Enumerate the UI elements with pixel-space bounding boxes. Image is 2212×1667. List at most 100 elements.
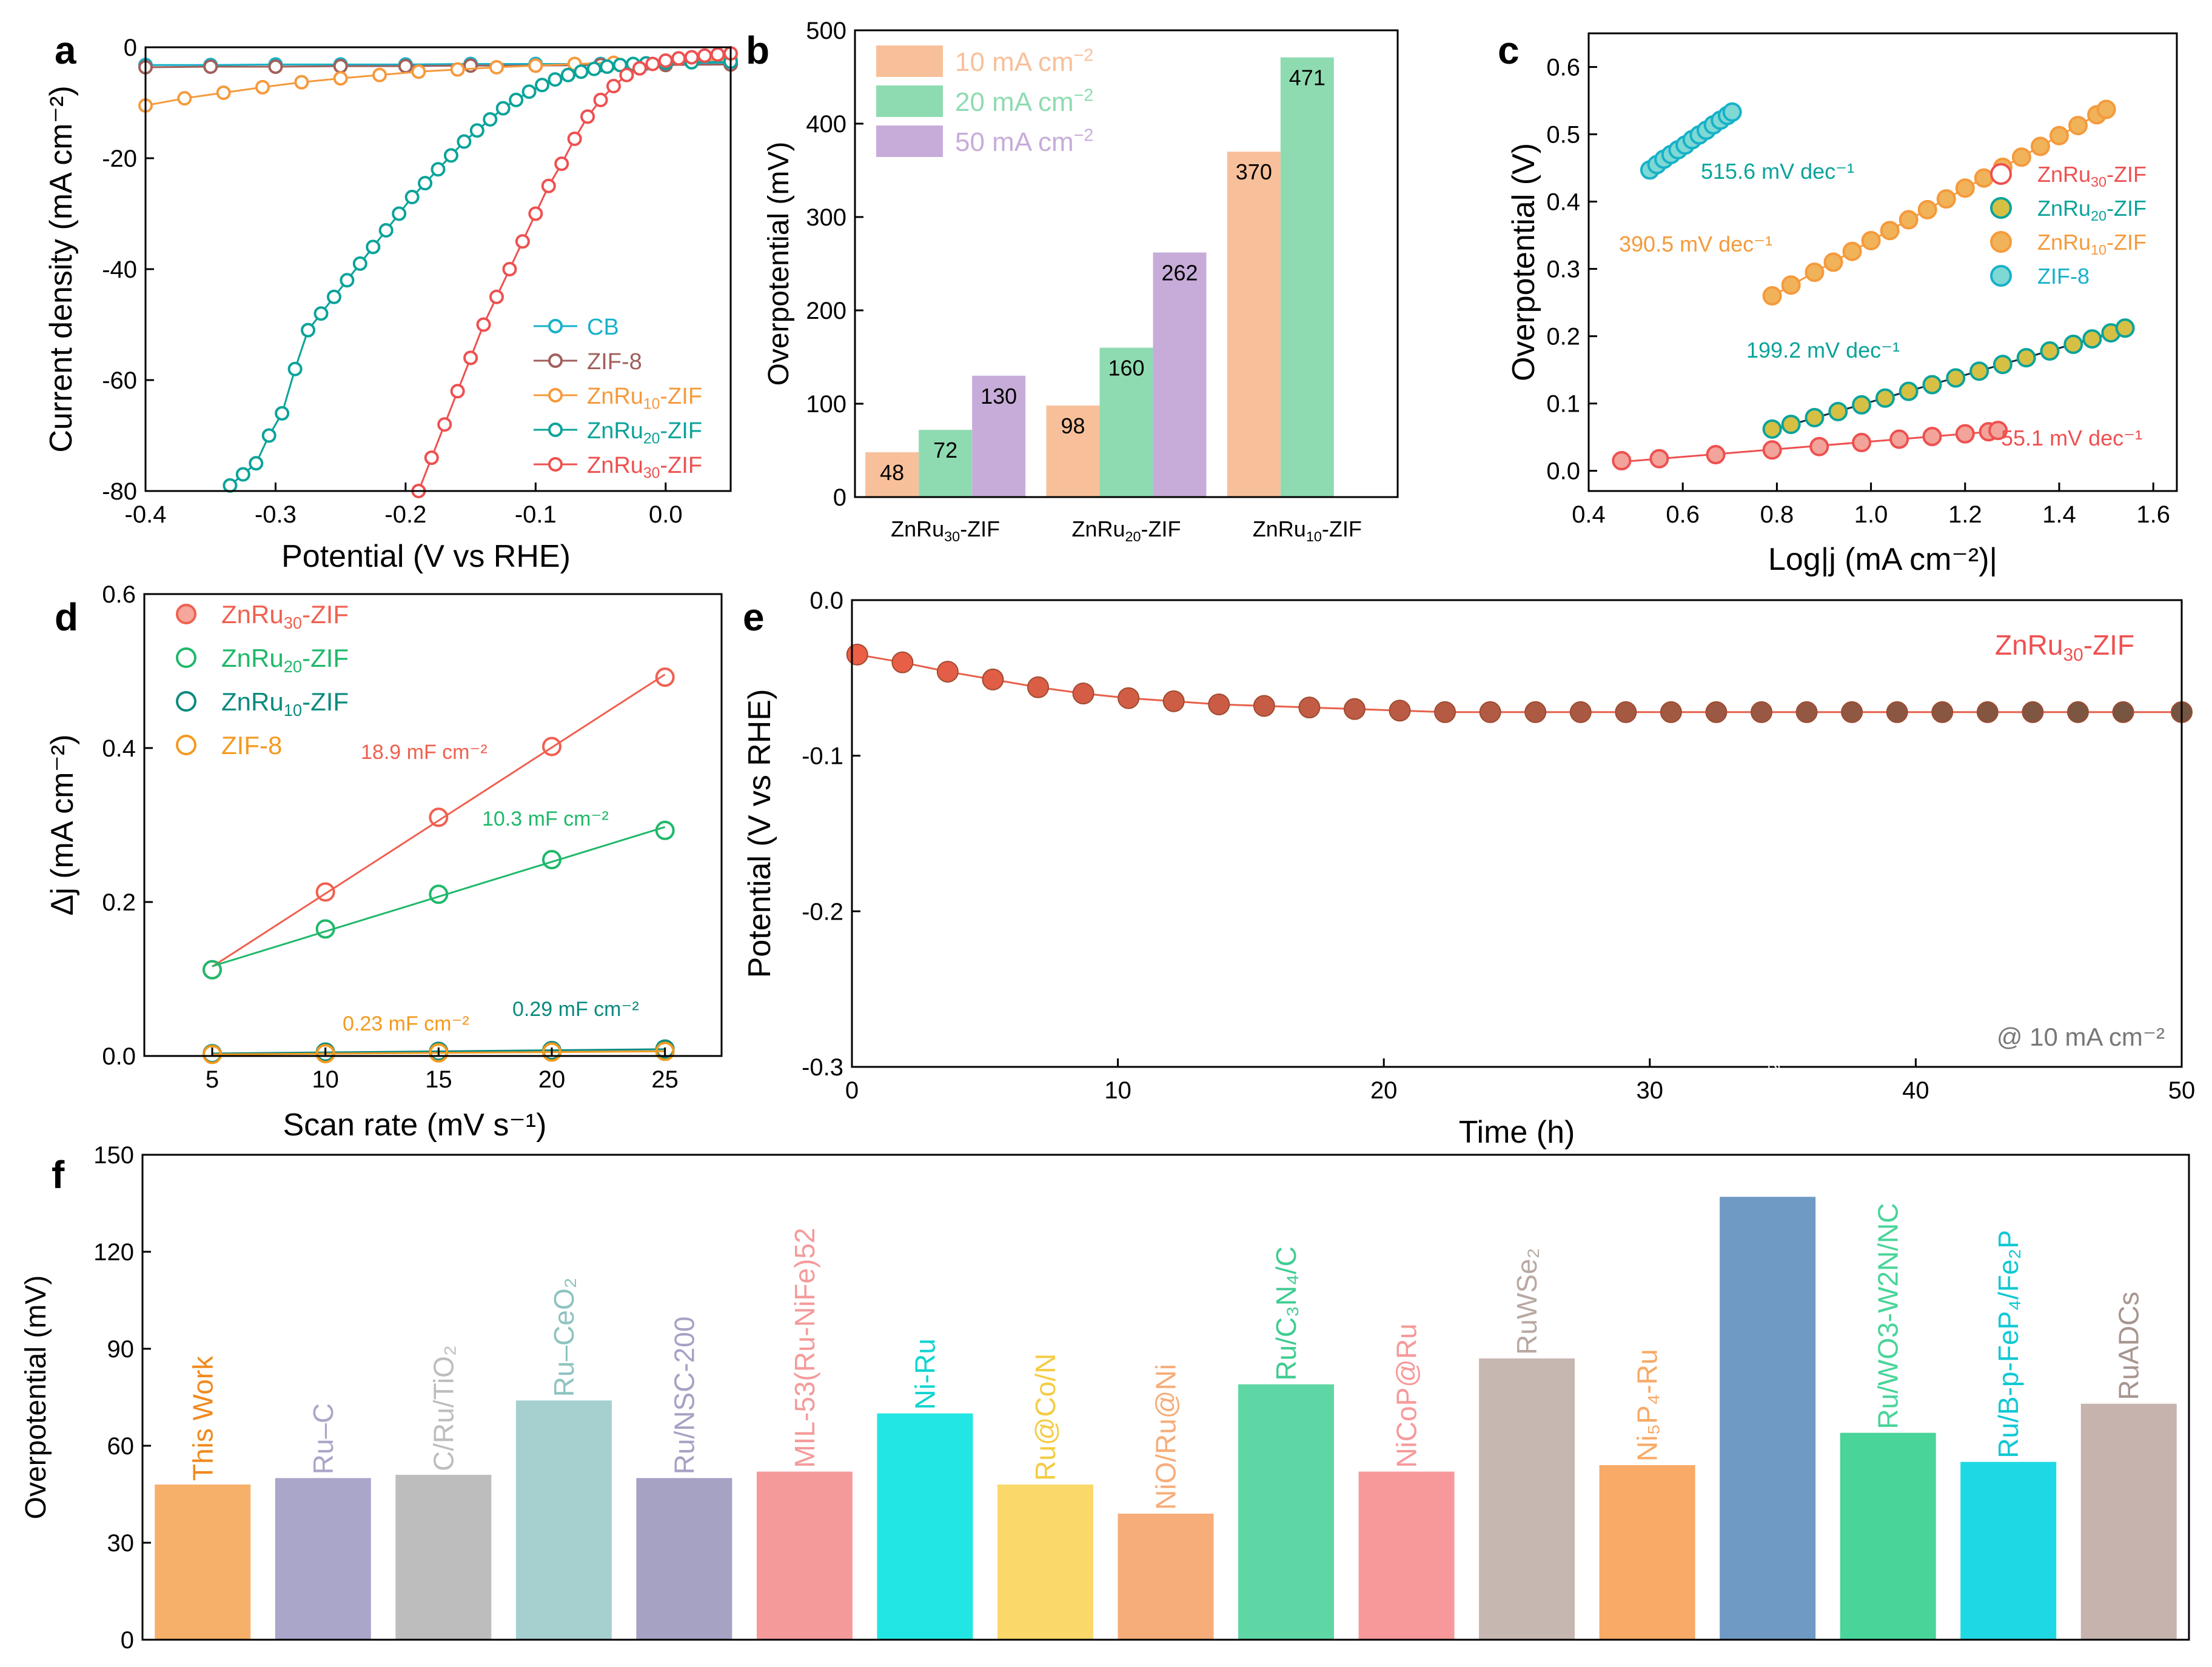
label-main: ZnRu bbox=[2037, 162, 2091, 187]
bar-value-label: 471 bbox=[1289, 65, 1326, 90]
y-tick-label: 200 bbox=[806, 298, 846, 324]
x-tick-label: ZnRu10-ZIF bbox=[1253, 516, 1362, 544]
data-point bbox=[655, 820, 675, 840]
bar bbox=[1358, 1471, 1455, 1640]
x-axis-title: Time (h) bbox=[1459, 1115, 1575, 1150]
bar-label: Ru@RuO₂ bbox=[1752, 1061, 1783, 1193]
data-point bbox=[1722, 102, 1742, 122]
bar-label: C/Ru/TiO₂ bbox=[427, 1345, 459, 1471]
x-axis-title: Scan rate (mV s⁻¹) bbox=[283, 1107, 547, 1143]
x-tick-label: 50 bbox=[2168, 1077, 2196, 1104]
data-point bbox=[632, 61, 647, 76]
data-point bbox=[1762, 419, 1782, 439]
bar-label: Ru–C bbox=[307, 1403, 339, 1475]
data-point bbox=[203, 960, 222, 980]
label-sup: −2 bbox=[1074, 85, 1094, 105]
y-tick-label: 0 bbox=[833, 484, 846, 511]
bar bbox=[1046, 406, 1100, 497]
legend-label: ZnRu20-ZIF bbox=[587, 418, 702, 447]
series-zr30 bbox=[411, 46, 738, 498]
bar bbox=[275, 1478, 371, 1640]
legend-label: ZnRu10-ZIF bbox=[2037, 230, 2147, 258]
data-point bbox=[223, 478, 238, 493]
label-sub: 30 bbox=[643, 465, 660, 481]
data-point bbox=[333, 59, 348, 74]
y-tick-label: -0.2 bbox=[802, 898, 843, 925]
legend-label: 10 mA cm−2 bbox=[955, 45, 1093, 77]
y-tick-label: 0.0 bbox=[102, 1043, 136, 1070]
data-point bbox=[1969, 361, 1989, 381]
data-point bbox=[1781, 275, 1801, 295]
data-point bbox=[450, 384, 465, 399]
y-tick-label: 0.4 bbox=[102, 735, 136, 762]
data-point bbox=[216, 85, 231, 101]
bar-label: Ru/WO3-W2N/NC bbox=[1872, 1203, 1904, 1429]
y-tick-label: 0.6 bbox=[102, 581, 136, 608]
data-point bbox=[1823, 252, 1843, 272]
data-point bbox=[1208, 693, 1230, 715]
data-point bbox=[535, 78, 550, 93]
data-point bbox=[177, 91, 192, 106]
y-tick-label: 0.1 bbox=[1546, 391, 1580, 418]
bar-label: Ru/NSC-200 bbox=[668, 1317, 700, 1475]
data-point bbox=[268, 59, 283, 75]
bar bbox=[1227, 152, 1281, 497]
data-point bbox=[429, 807, 449, 827]
x-tick-label: 1.2 bbox=[1948, 501, 1982, 528]
data-point bbox=[443, 148, 458, 163]
data-point bbox=[469, 123, 484, 138]
data-point bbox=[1162, 690, 1185, 712]
panel-letter: a bbox=[55, 28, 76, 72]
data-point bbox=[489, 289, 504, 304]
bar bbox=[1960, 1462, 2057, 1640]
x-tick-label: 20 bbox=[1370, 1077, 1398, 1104]
label-suffix: -ZIF bbox=[302, 687, 349, 716]
label-main: ZnRu bbox=[587, 453, 643, 478]
condition-label: @ 10 mA cm⁻² bbox=[1997, 1023, 2165, 1051]
x-tick-label: 25 bbox=[651, 1066, 679, 1093]
x-tick-label: -0.2 bbox=[384, 501, 426, 528]
y-tick-label: 150 bbox=[93, 1142, 134, 1169]
data-point bbox=[1524, 701, 1547, 723]
legend-item: ZnRu20-ZIF bbox=[534, 418, 702, 447]
data-point bbox=[1705, 701, 1728, 723]
slope-label: 0.23 mF cm⁻² bbox=[343, 1012, 469, 1035]
data-point bbox=[1660, 701, 1682, 723]
legend-label: 50 mA cm−2 bbox=[955, 125, 1093, 157]
label-suffix: -ZIF bbox=[960, 516, 1000, 541]
y-tick-label: 120 bbox=[93, 1239, 134, 1266]
legend-item: ZIF-8 bbox=[176, 731, 282, 760]
bar bbox=[1840, 1432, 1936, 1640]
data-point bbox=[340, 273, 355, 288]
data-point bbox=[1615, 701, 1637, 723]
data-point bbox=[315, 1044, 335, 1064]
data-point bbox=[1569, 701, 1592, 723]
y-axis-title: Current density (mA cm⁻²) bbox=[44, 85, 79, 452]
y-tick-label: 60 bbox=[107, 1433, 135, 1460]
label-suffix: -ZIF bbox=[302, 600, 349, 629]
bar-value-label: 130 bbox=[980, 384, 1017, 409]
label-sub: 10 bbox=[643, 396, 660, 412]
bar-value-label: 160 bbox=[1108, 356, 1144, 381]
label-suffix: -ZIF bbox=[2083, 629, 2134, 661]
bar-label: NiO/Ru@Ni bbox=[1150, 1364, 1182, 1510]
slope-label: 55.1 mV dec⁻¹ bbox=[2001, 426, 2142, 450]
data-point bbox=[1762, 440, 1782, 460]
legend-item: ZIF-8 bbox=[1990, 264, 2090, 289]
data-point bbox=[671, 51, 686, 66]
y-tick-label: 0.6 bbox=[1546, 55, 1580, 81]
bar bbox=[865, 452, 919, 497]
bar-label: Ru/C₃N₄/C bbox=[1270, 1246, 1302, 1381]
y-tick-label: 400 bbox=[806, 111, 846, 138]
data-point bbox=[1931, 701, 1954, 723]
y-tick-label: -60 bbox=[102, 367, 137, 394]
label-suffix: -ZIF bbox=[2106, 230, 2147, 255]
x-tick-label: 0.8 bbox=[1760, 501, 1794, 528]
bar bbox=[636, 1478, 732, 1640]
legend-label: ZnRu20-ZIF bbox=[221, 644, 349, 676]
label-main: 20 mA cm bbox=[955, 87, 1074, 117]
data-point bbox=[542, 1042, 561, 1062]
data-point bbox=[315, 882, 335, 902]
data-point bbox=[2066, 701, 2089, 723]
data-point bbox=[1762, 286, 1782, 306]
